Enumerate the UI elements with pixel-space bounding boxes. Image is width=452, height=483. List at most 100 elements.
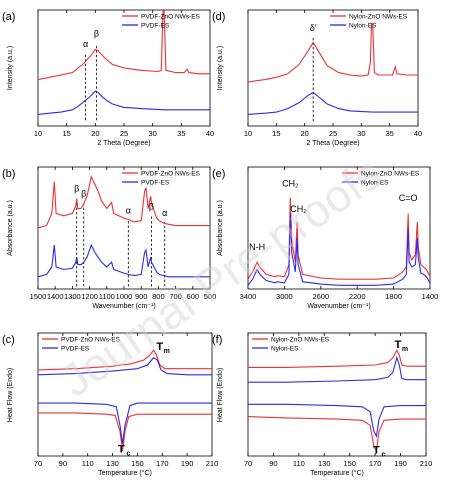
chart-panel-0: 10 15 20 25 30 35 40 2 Theta (Degree) Intensity … (2, 9, 214, 147)
x-tick-label: 3000 (276, 292, 293, 301)
x-tick-label: 1400 (422, 292, 439, 301)
x-tick-label: 900 (135, 292, 148, 301)
x-tick-label: 700 (169, 292, 182, 301)
x-tick-label: 150 (343, 459, 356, 468)
x-tick-label: 35 (385, 129, 393, 138)
x-tick-label: 190 (394, 459, 407, 468)
x-tick-label: 210 (420, 459, 433, 468)
chart-panel-2: 1500 1400 1300 1200 1100 1000 900 800 700 600 500 W… (2, 166, 217, 310)
x-tick-label: 500 (204, 292, 217, 301)
x-tick-label: 1300 (64, 292, 81, 301)
peak-annotation: T (118, 443, 125, 455)
peak-annotation: T (373, 445, 380, 457)
x-tick-label: 110 (293, 459, 305, 468)
series-line-blue (38, 90, 210, 115)
x-tick-label: 35 (177, 129, 185, 138)
series-line-blue (248, 355, 426, 383)
series-line-red (38, 175, 210, 229)
y-axis-label: Intensity (a.u.) (217, 46, 224, 90)
peak-annotation-subscript: m (402, 346, 408, 353)
panel-label: (e) (212, 168, 225, 180)
x-tick-label: 3400 (240, 292, 257, 301)
panel-label: (f) (212, 334, 222, 346)
x-tick-label: 1800 (385, 292, 402, 301)
legend-label: PVDF-ES (141, 23, 170, 30)
legend-label: PVDF-ZnO NWs-ES (141, 14, 201, 21)
x-tick-label: 90 (269, 459, 277, 468)
series-line-red (38, 349, 212, 371)
x-tick-label: 1500 (30, 292, 47, 301)
x-tick-label: 70 (34, 459, 42, 468)
x-axis-label: 2 Theta (Degree) (97, 140, 150, 147)
x-axis-label: Wavenumber (cm⁻¹) (307, 303, 370, 310)
x-axis-label: Temperature (°C) (98, 469, 152, 477)
x-tick-label: 2200 (349, 292, 366, 301)
x-tick-label: 1100 (99, 292, 115, 301)
peak-annotation: β (94, 29, 99, 39)
peak-annotation: β (149, 202, 154, 212)
panel-label: (a) (2, 11, 15, 23)
y-axis-label: Heat Flow (Endo) (7, 368, 14, 422)
y-axis-label: Absorbance (a.u.) (217, 200, 224, 256)
x-tick-label: 600 (187, 292, 200, 301)
chart-panel-4: 70 90 110 130 150 170 190 210 Temperature (°C) He… (2, 332, 219, 477)
x-tick-label: 20 (300, 129, 308, 138)
x-tick-label: 190 (181, 459, 194, 468)
series-line-red (248, 23, 418, 83)
peak-annotation: β (81, 188, 86, 198)
peak-annotation: C=O (399, 193, 418, 203)
y-axis-label: Absorbance (a.u.) (7, 200, 14, 256)
x-tick-label: 10 (244, 129, 252, 138)
chart-panel-3: 3400 3000 2600 2200 1800 1400 Wavenumber (cm⁻¹… (212, 166, 439, 310)
x-axis-label: Temperature (°C) (310, 469, 364, 477)
x-tick-label: 1000 (116, 292, 133, 301)
legend-label: PVDF-ZnO NWs-ES (141, 171, 201, 178)
peak-annotation-subscript: m (164, 348, 170, 355)
peak-annotation: T (156, 341, 163, 353)
legend-label: PVDF-ES (61, 346, 90, 353)
x-tick-label: 150 (131, 459, 144, 468)
peak-annotation: T (395, 339, 402, 351)
x-tick-label: 2600 (312, 292, 329, 301)
panel-label: (d) (212, 11, 225, 23)
peak-annotation: α (126, 205, 131, 215)
legend-label: PVDF-ZnO NWs-ES (61, 337, 121, 344)
peak-annotation: β (74, 183, 79, 193)
chart-panel-1: 10 15 20 25 30 35 40 2 Theta (Degree) Intensity … (212, 9, 422, 147)
series-line-red (248, 349, 426, 368)
x-tick-label: 30 (148, 129, 156, 138)
x-tick-label: 210 (206, 459, 219, 468)
x-tick-label: 800 (152, 292, 165, 301)
x-tick-label: 40 (206, 129, 214, 138)
series-cooling-line-red (38, 412, 212, 452)
x-tick-label: 1200 (81, 292, 98, 301)
peak-annotation-subscript: c (381, 452, 385, 459)
x-tick-label: 40 (414, 129, 422, 138)
series-cooling-line-blue (38, 402, 212, 444)
x-tick-label: 20 (91, 129, 99, 138)
panel-label: (c) (2, 334, 15, 346)
y-axis-label: Heat Flow (Endo) (217, 368, 224, 422)
series-line-red (38, 10, 210, 81)
x-tick-label: 70 (244, 459, 252, 468)
legend-label: Nylon-ZnO NWs-ES (349, 14, 408, 21)
x-tick-label: 170 (156, 459, 169, 468)
legend-label: Nylon-ES (271, 346, 299, 353)
x-axis-label: Wavenumber (cm⁻¹) (92, 303, 155, 310)
y-axis-label: Intensity (a.u.) (7, 46, 14, 90)
peak-annotation: α (162, 208, 167, 218)
legend-label: Nylon-ES (361, 180, 389, 187)
chart-panel-5: 70 90 110 130 150 170 190 210 Temperature (°C) He… (212, 332, 433, 477)
series-line-blue (248, 91, 418, 115)
series-line-red (248, 197, 430, 280)
legend-label: Nylon-ZnO NWs-ES (271, 337, 330, 344)
x-tick-label: 30 (357, 129, 365, 138)
plot-frame (247, 332, 427, 457)
series-line-blue (248, 213, 430, 286)
x-tick-label: 1400 (47, 292, 64, 301)
peak-annotation: α (83, 39, 88, 49)
x-tick-label: 15 (272, 129, 280, 138)
plot-frame (247, 166, 431, 290)
x-axis-label: 2 Theta (Degree) (306, 140, 359, 147)
